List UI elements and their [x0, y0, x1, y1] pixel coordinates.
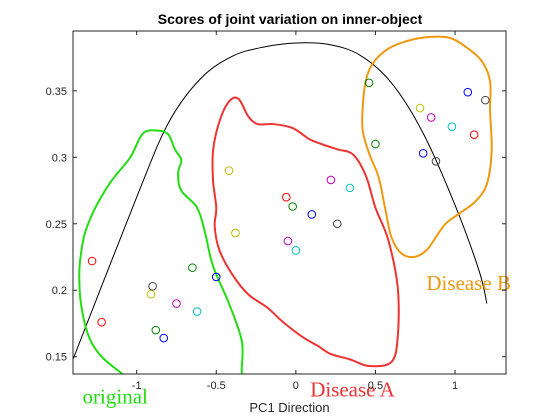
- data-point-16: [307, 210, 317, 219]
- group-label-2: Disease B: [426, 271, 511, 295]
- data-point-20: [364, 78, 374, 88]
- data-point-28: [469, 130, 479, 139]
- x-tick-label-3: 0.5: [368, 380, 383, 392]
- data-point-14: [288, 202, 297, 211]
- data-point-11: [231, 228, 240, 238]
- group-label-1: Disease A: [310, 378, 395, 402]
- data-point-23: [418, 149, 428, 158]
- x-tick-label-0: -1: [132, 380, 142, 392]
- group-outline-0: [78, 129, 244, 374]
- y-tick-label-2: 0.25: [46, 219, 67, 231]
- data-point-17: [326, 175, 336, 185]
- data-point-12: [282, 192, 291, 202]
- data-point-8: [192, 307, 202, 316]
- data-point-7: [188, 263, 197, 272]
- data-point-24: [426, 113, 436, 122]
- data-point-15: [291, 246, 301, 255]
- data-point-22: [415, 103, 425, 113]
- x-tick-label-4: 1: [452, 380, 458, 392]
- data-point-9: [211, 272, 221, 282]
- data-point-10: [224, 166, 234, 175]
- data-point-5: [159, 333, 169, 343]
- x-tick-label-1: -0.5: [207, 380, 226, 392]
- y-tick-label-0: 0.15: [46, 352, 67, 364]
- data-point-25: [431, 156, 441, 166]
- chart-title: Scores of joint variation on inner-objec…: [158, 11, 423, 27]
- data-point-3: [148, 281, 157, 291]
- plot-area: [73, 31, 506, 374]
- data-point-18: [332, 219, 342, 229]
- x-axis-label: PC1 Direction: [249, 400, 329, 415]
- data-point-6: [172, 299, 181, 308]
- y-tick-label-3: 0.3: [52, 152, 67, 164]
- data-point-21: [371, 139, 380, 149]
- y-tick-label-4: 0.35: [46, 86, 67, 98]
- data-point-27: [463, 87, 473, 97]
- data-point-26: [447, 122, 457, 132]
- group-outline-1: [211, 96, 400, 368]
- principal-curve-line: [73, 42, 488, 360]
- data-point-4: [151, 325, 161, 335]
- group-outline-2: [361, 35, 493, 259]
- data-point-1: [97, 317, 106, 327]
- data-point-0: [87, 256, 97, 266]
- data-point-13: [283, 236, 293, 246]
- data-point-19: [345, 183, 355, 193]
- plot-frame: [72, 30, 507, 375]
- x-tick-label-2: 0: [293, 380, 299, 392]
- y-tick-label-1: 0.2: [52, 285, 67, 297]
- group-label-0: original: [83, 384, 148, 408]
- data-point-29: [481, 95, 490, 105]
- data-point-2: [146, 289, 156, 299]
